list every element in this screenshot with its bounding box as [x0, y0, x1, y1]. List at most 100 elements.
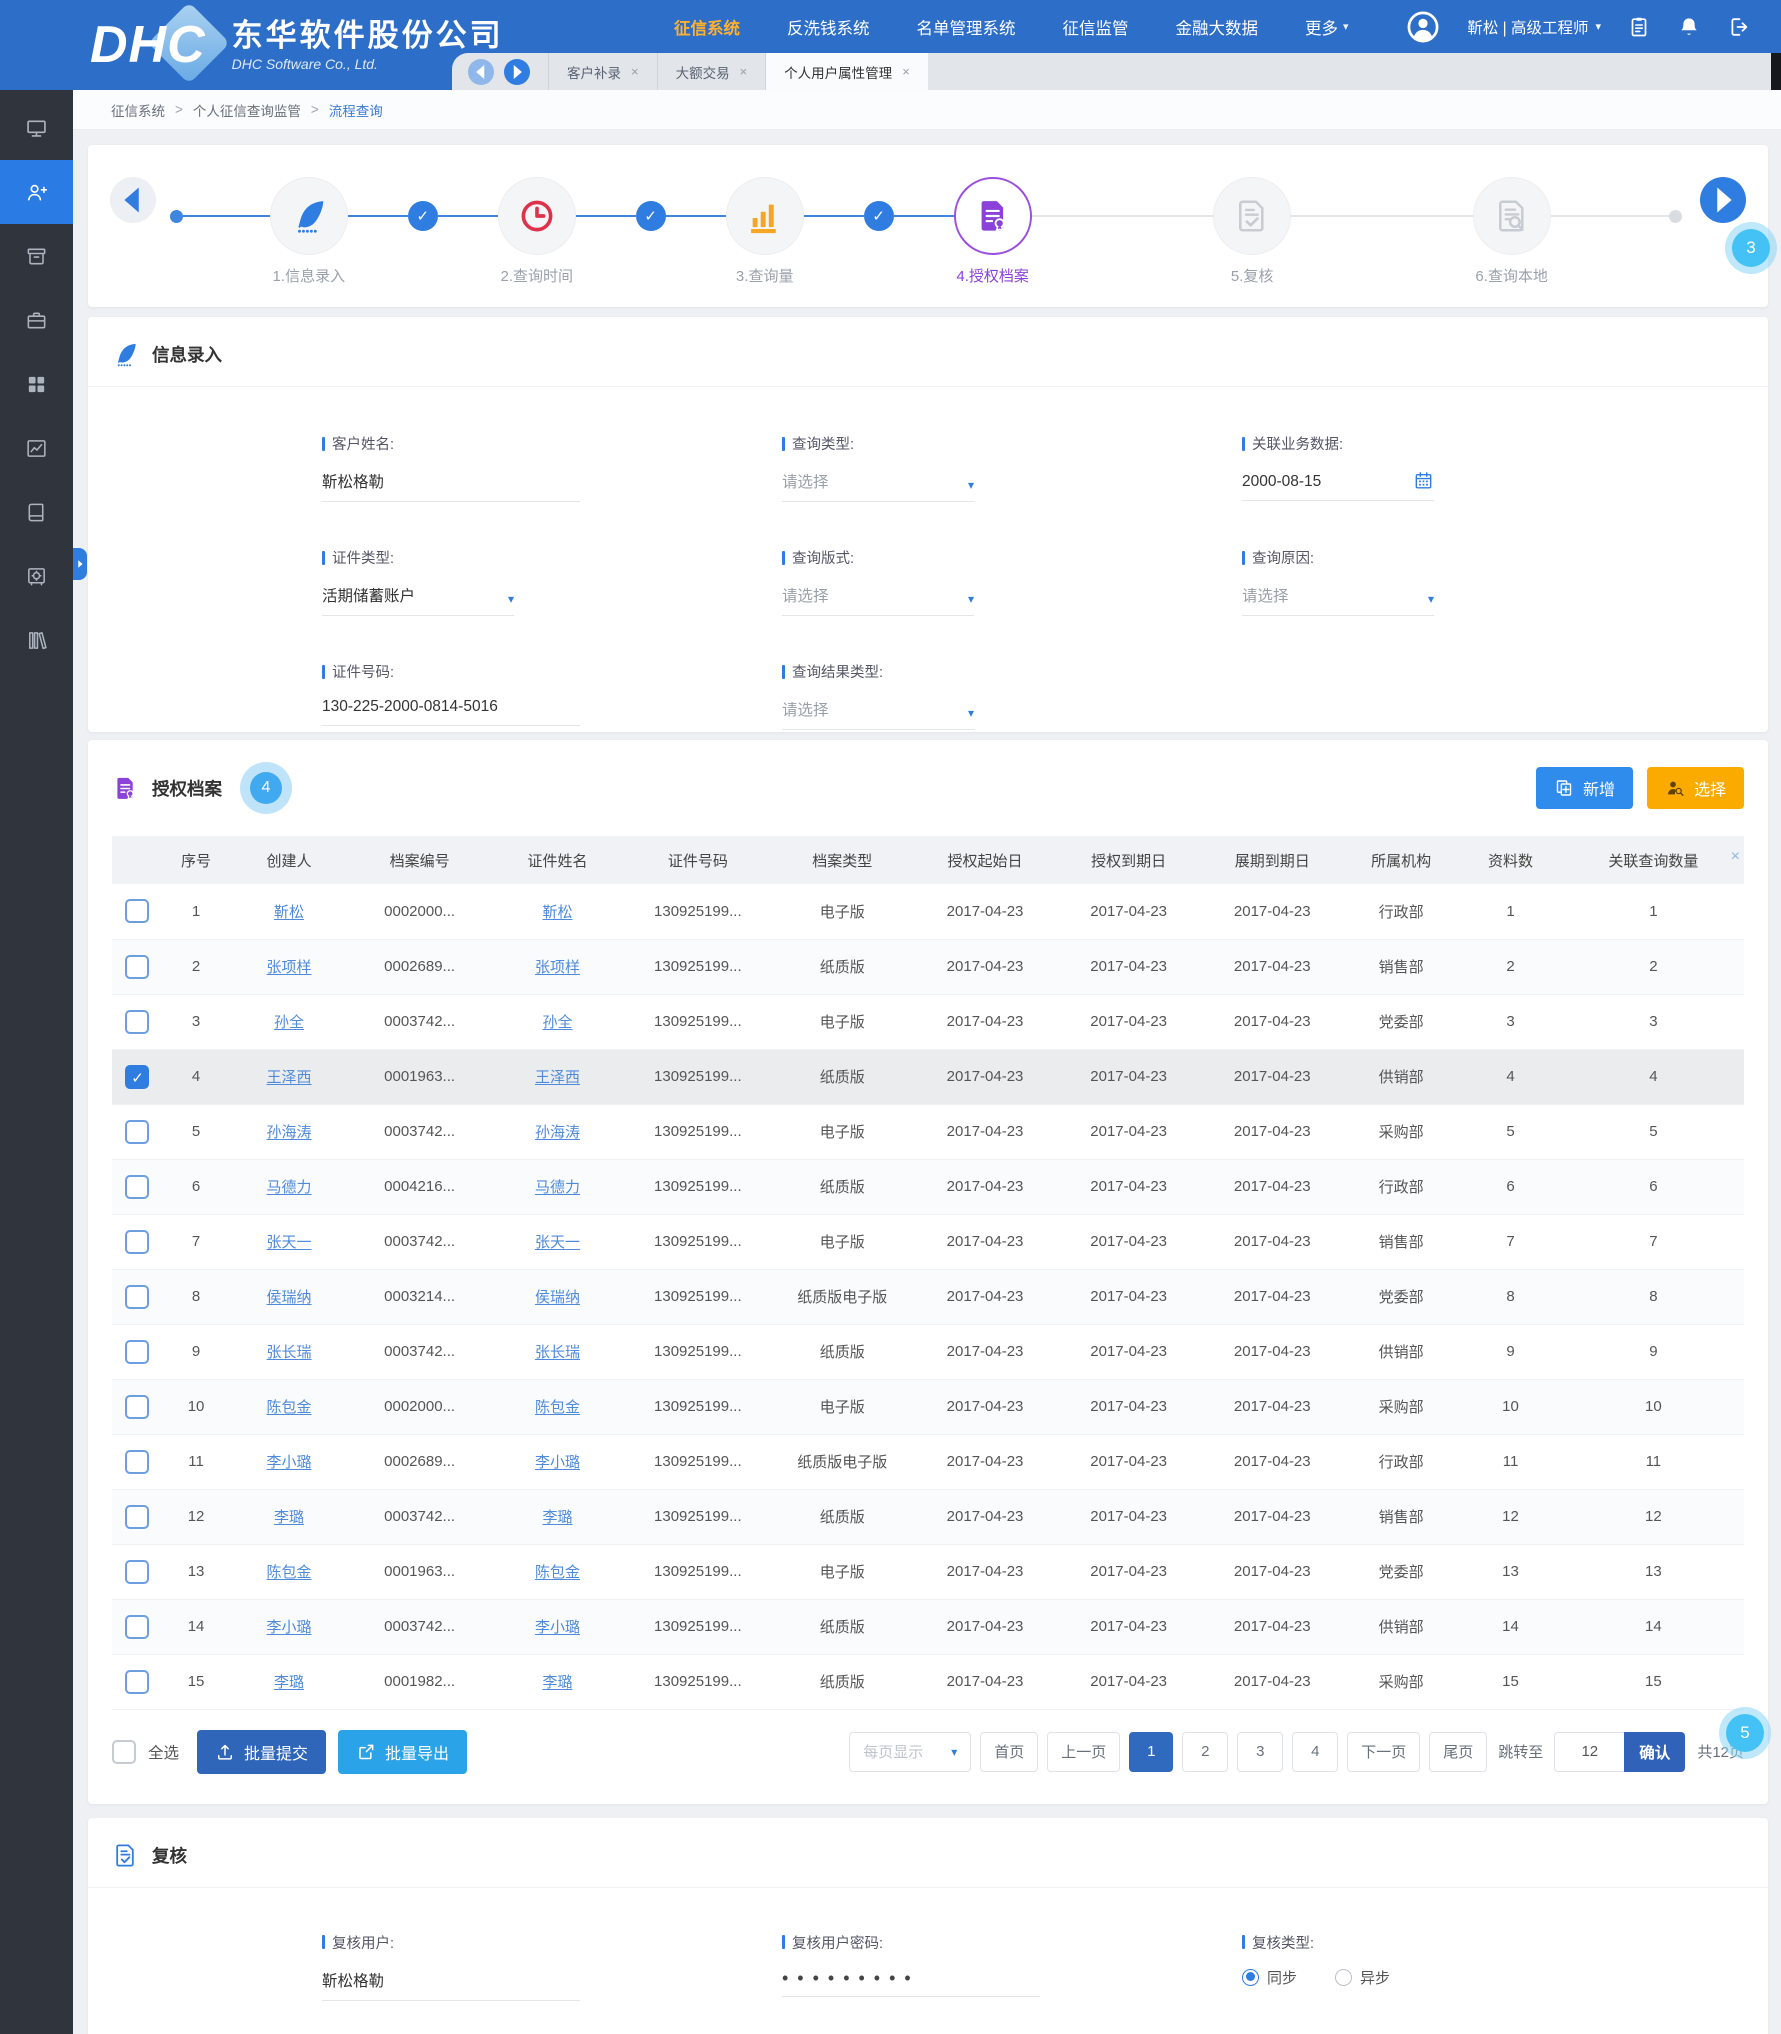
stepper-step[interactable]: 1.信息录入 — [269, 177, 348, 285]
field-value[interactable]: 2000-08-15 — [1242, 470, 1434, 501]
creator-link[interactable]: 陈包金 — [266, 1564, 312, 1581]
cert-name-link[interactable]: 侯瑞纳 — [534, 1289, 580, 1306]
calendar-icon[interactable] — [1413, 470, 1434, 491]
cert-name-link[interactable]: 马德力 — [534, 1179, 580, 1196]
stepper-step[interactable]: 5.复核 — [1213, 177, 1292, 285]
creator-link[interactable]: 靳松 — [274, 903, 305, 921]
cert-name-link[interactable]: 李小璐 — [534, 1619, 580, 1636]
radio-option[interactable]: 同步 — [1242, 1967, 1297, 1988]
field-value[interactable]: 请选择 — [782, 584, 974, 616]
field-value[interactable]: 请选择 — [782, 470, 974, 502]
sidebar-collapse-handle[interactable] — [73, 548, 87, 580]
creator-link[interactable]: 李小璐 — [266, 1619, 312, 1636]
select-all-checkbox[interactable] — [112, 1739, 136, 1764]
row-checkbox[interactable] — [125, 1559, 150, 1584]
stepper-step[interactable]: 3.查询量 — [725, 177, 804, 285]
breadcrumb-item[interactable]: 征信系统 — [111, 103, 165, 119]
sidebar-item[interactable] — [0, 224, 73, 288]
tab[interactable]: 个人用户属性管理 × — [765, 53, 928, 90]
table-row[interactable]: 6 马德力 0004216... 马德力 130925199... 纸质版 20… — [112, 1159, 1744, 1215]
cert-name-link[interactable]: 李璐 — [542, 1509, 573, 1526]
creator-link[interactable]: 张项样 — [266, 959, 312, 976]
row-checkbox[interactable] — [125, 1229, 150, 1254]
page-size-select[interactable]: 每页显示 — [849, 1731, 972, 1772]
creator-link[interactable]: 马德力 — [266, 1179, 312, 1196]
sidebar-item[interactable] — [0, 352, 73, 416]
sidebar-item[interactable] — [0, 288, 73, 352]
user-menu[interactable]: 靳松 | 高级工程师 ▾ — [1467, 16, 1601, 38]
nav-item[interactable]: 名单管理系统 — [917, 15, 1021, 39]
cert-name-link[interactable]: 孙全 — [542, 1014, 573, 1031]
batch-submit-button[interactable]: 批量提交 — [197, 1729, 327, 1774]
stepper-step[interactable]: 2.查询时间 — [497, 177, 576, 285]
row-checkbox[interactable] — [125, 954, 150, 979]
prev-page-button[interactable]: 上一页 — [1047, 1731, 1121, 1772]
sidebar-item[interactable] — [0, 96, 73, 160]
nav-item[interactable]: 金融大数据 — [1176, 15, 1264, 39]
row-checkbox[interactable] — [125, 1339, 150, 1364]
radio-option[interactable]: 异步 — [1335, 1967, 1390, 1988]
row-checkbox[interactable] — [125, 1064, 150, 1089]
tabs-forward-button[interactable] — [504, 58, 530, 85]
cert-name-link[interactable]: 张天一 — [534, 1234, 580, 1251]
tab-close-icon[interactable]: × — [739, 64, 748, 79]
cert-name-link[interactable]: 李璐 — [542, 1674, 573, 1691]
sidebar-item[interactable] — [0, 416, 73, 480]
review-user-input[interactable]: 靳松格勒 — [322, 1969, 580, 2001]
next-page-button[interactable]: 下一页 — [1347, 1731, 1421, 1772]
table-row[interactable]: 8 侯瑞纳 0003214... 侯瑞纳 130925199... 纸质版电子版… — [112, 1269, 1744, 1325]
table-row[interactable]: 5 孙海涛 0003742... 孙海涛 130925199... 电子版 20… — [112, 1104, 1744, 1160]
breadcrumb-item[interactable]: 个人征信查询监管 — [192, 103, 301, 119]
nav-item[interactable]: 征信系统 — [674, 15, 745, 39]
table-row[interactable]: 11 李小璐 0002689... 李小璐 130925199... 纸质版电子… — [112, 1434, 1744, 1490]
tab-close-icon[interactable]: × — [902, 64, 910, 79]
table-row[interactable]: 4 王泽西 0001963... 王泽西 130925199... 纸质版 20… — [112, 1049, 1744, 1105]
scrollbar-thumb[interactable] — [1771, 53, 1781, 90]
page-number-button[interactable]: 4 — [1292, 1731, 1339, 1772]
table-row[interactable]: 14 李小璐 0003742... 李小璐 130925199... 纸质版 2… — [112, 1599, 1744, 1655]
tab[interactable]: 客户补录 × — [548, 53, 657, 90]
page-number-button[interactable]: 3 — [1237, 1731, 1284, 1772]
add-button[interactable]: 新增 — [1535, 767, 1633, 809]
field-value[interactable]: 靳松格勒 — [322, 470, 580, 502]
radio-icon[interactable] — [1242, 1968, 1259, 1986]
cert-name-link[interactable]: 陈包金 — [534, 1564, 580, 1581]
row-checkbox[interactable] — [125, 1449, 150, 1474]
row-checkbox[interactable] — [125, 1669, 150, 1694]
creator-link[interactable]: 李璐 — [274, 1509, 305, 1526]
creator-link[interactable]: 陈包金 — [266, 1399, 312, 1416]
creator-link[interactable]: 侯瑞纳 — [266, 1289, 312, 1306]
review-password-input[interactable]: ••••••••• — [782, 1969, 1040, 1997]
nav-item[interactable]: 反洗钱系统 — [787, 15, 875, 39]
row-checkbox[interactable] — [125, 1119, 150, 1144]
table-row[interactable]: 13 陈包金 0001963... 陈包金 130925199... 电子版 2… — [112, 1544, 1744, 1600]
radio-icon[interactable] — [1335, 1968, 1353, 1986]
page-number-button[interactable]: 1 — [1129, 1731, 1174, 1772]
field-value[interactable]: 请选择 — [1242, 584, 1434, 616]
tab[interactable]: 大额交易 × — [656, 53, 766, 90]
tab-close-icon[interactable]: × — [631, 64, 639, 79]
creator-link[interactable]: 李小璐 — [266, 1454, 312, 1471]
table-row[interactable]: 12 李璐 0003742... 李璐 130925199... 纸质版 201… — [112, 1489, 1744, 1545]
row-checkbox[interactable] — [125, 1394, 150, 1419]
cert-name-link[interactable]: 王泽西 — [534, 1069, 580, 1086]
row-checkbox[interactable] — [125, 899, 150, 924]
nav-item[interactable]: 征信监管 — [1063, 15, 1134, 39]
sidebar-item[interactable] — [0, 544, 73, 608]
jump-page-input[interactable] — [1554, 1731, 1625, 1772]
creator-link[interactable]: 王泽西 — [266, 1069, 312, 1086]
row-checkbox[interactable] — [125, 1504, 150, 1529]
clipboard-icon[interactable] — [1627, 15, 1651, 39]
choose-button[interactable]: 选择 — [1646, 767, 1744, 809]
table-row[interactable]: 9 张长瑞 0003742... 张长瑞 130925199... 纸质版 20… — [112, 1324, 1744, 1380]
page-number-button[interactable]: 2 — [1182, 1731, 1229, 1772]
row-checkbox[interactable] — [125, 1284, 150, 1309]
table-row[interactable]: 15 李璐 0001982... 李璐 130925199... 纸质版 201… — [112, 1654, 1744, 1710]
field-value[interactable]: 请选择 — [782, 698, 974, 730]
first-page-button[interactable]: 首页 — [980, 1731, 1039, 1772]
breadcrumb-item[interactable]: 流程查询 — [328, 103, 383, 119]
last-page-button[interactable]: 尾页 — [1429, 1731, 1488, 1772]
close-icon[interactable]: × — [1730, 848, 1740, 865]
creator-link[interactable]: 张长瑞 — [266, 1344, 312, 1361]
cert-name-link[interactable]: 孙海涛 — [534, 1124, 580, 1141]
